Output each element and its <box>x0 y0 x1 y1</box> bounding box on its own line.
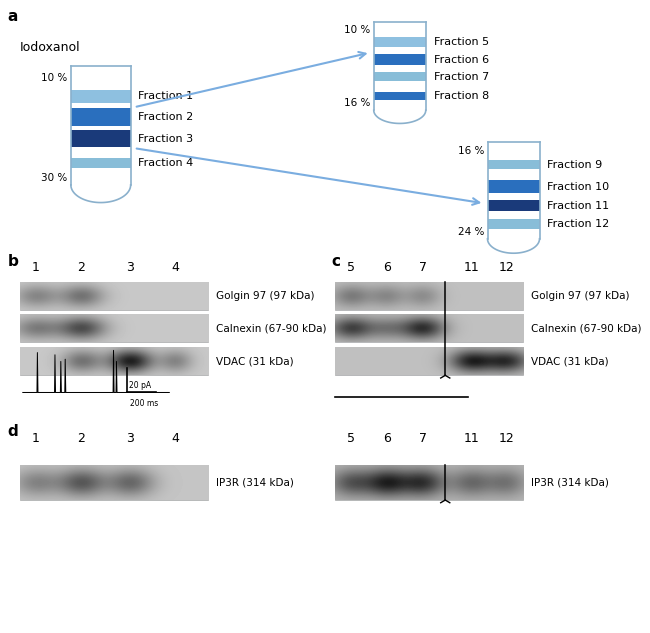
Text: b: b <box>8 254 19 270</box>
Text: Calnexin (67-90 kDa): Calnexin (67-90 kDa) <box>216 323 326 334</box>
Bar <box>71 158 131 168</box>
Bar <box>335 282 523 310</box>
Text: IP3R (314 kDa): IP3R (314 kDa) <box>216 478 294 487</box>
Bar <box>374 72 426 81</box>
Text: 11: 11 <box>463 432 479 445</box>
Text: 30 %: 30 % <box>42 173 68 183</box>
Text: Fraction 7: Fraction 7 <box>434 72 489 82</box>
Text: 7: 7 <box>419 432 426 445</box>
Text: 1: 1 <box>32 261 40 275</box>
Bar <box>20 465 208 500</box>
Text: a: a <box>8 9 18 25</box>
Bar <box>335 315 523 342</box>
Polygon shape <box>488 239 540 253</box>
Text: 3: 3 <box>126 432 134 445</box>
Text: 10 %: 10 % <box>344 25 370 35</box>
Text: 16 %: 16 % <box>344 98 370 108</box>
Text: Fraction 9: Fraction 9 <box>547 160 603 170</box>
Bar <box>20 282 208 310</box>
Text: Iodoxanol: Iodoxanol <box>20 41 80 54</box>
Text: Fraction 4: Fraction 4 <box>138 158 194 168</box>
Text: c: c <box>332 254 341 270</box>
Bar <box>71 90 131 103</box>
Text: 11: 11 <box>463 261 479 275</box>
Text: Calnexin (67-90 kDa): Calnexin (67-90 kDa) <box>531 323 642 334</box>
Bar <box>488 160 540 169</box>
Text: 16 %: 16 % <box>458 146 484 156</box>
Text: Fraction 11: Fraction 11 <box>547 201 610 211</box>
Bar <box>374 22 426 110</box>
Bar <box>374 54 426 65</box>
Text: Fraction 8: Fraction 8 <box>434 91 489 101</box>
Text: 20 pA: 20 pA <box>129 380 151 390</box>
Text: 1: 1 <box>32 432 40 445</box>
Bar <box>488 142 540 239</box>
Text: 2: 2 <box>77 432 85 445</box>
Text: 12: 12 <box>499 432 515 445</box>
Polygon shape <box>71 185 131 203</box>
Text: Fraction 1: Fraction 1 <box>138 91 194 101</box>
Text: 5: 5 <box>347 261 355 275</box>
Bar <box>71 130 131 147</box>
Text: 5: 5 <box>347 432 355 445</box>
Text: Fraction 12: Fraction 12 <box>547 220 610 229</box>
Text: 12: 12 <box>499 261 515 275</box>
Bar <box>374 92 426 100</box>
Text: VDAC (31 kDa): VDAC (31 kDa) <box>531 356 608 367</box>
Text: 6: 6 <box>383 432 391 445</box>
Text: Fraction 3: Fraction 3 <box>138 134 194 144</box>
Text: Golgin 97 (97 kDa): Golgin 97 (97 kDa) <box>531 291 630 301</box>
Text: Golgin 97 (97 kDa): Golgin 97 (97 kDa) <box>216 291 315 301</box>
Text: IP3R (314 kDa): IP3R (314 kDa) <box>531 478 609 487</box>
Text: VDAC (31 kDa): VDAC (31 kDa) <box>216 356 293 367</box>
Text: 6: 6 <box>383 261 391 275</box>
Text: 200 ms: 200 ms <box>130 399 158 408</box>
Text: 24 %: 24 % <box>458 227 484 237</box>
Bar <box>71 66 131 185</box>
Bar <box>488 180 540 193</box>
Text: Fraction 6: Fraction 6 <box>434 54 489 65</box>
Text: 4: 4 <box>172 261 179 275</box>
Text: 2: 2 <box>77 261 85 275</box>
Text: 10 %: 10 % <box>42 73 68 83</box>
Text: Fraction 5: Fraction 5 <box>434 37 489 47</box>
Text: 7: 7 <box>419 261 426 275</box>
Bar <box>374 37 426 47</box>
Bar <box>488 220 540 230</box>
Text: 3: 3 <box>126 261 134 275</box>
Text: d: d <box>8 424 19 439</box>
Bar <box>488 200 540 211</box>
Bar <box>71 108 131 126</box>
Bar <box>20 315 208 342</box>
Bar <box>335 465 523 500</box>
Bar <box>335 348 523 375</box>
Text: Fraction 10: Fraction 10 <box>547 182 610 192</box>
Text: 4: 4 <box>172 432 179 445</box>
Bar <box>20 348 208 375</box>
Polygon shape <box>374 110 426 123</box>
Text: Fraction 2: Fraction 2 <box>138 112 194 122</box>
